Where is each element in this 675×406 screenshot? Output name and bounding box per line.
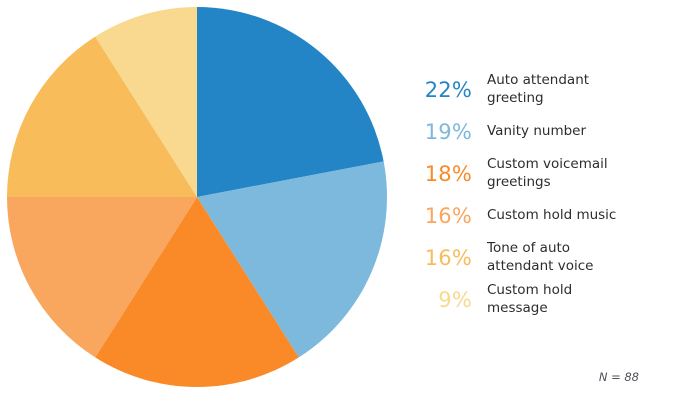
pie-slice-2: [95, 197, 299, 387]
legend-item: 19% Vanity number: [420, 111, 668, 153]
pie-chart: [7, 7, 387, 387]
pie-slice-3: [7, 197, 197, 358]
pie-slice-0: [197, 7, 384, 197]
pie-slice-1: [197, 161, 387, 358]
legend-item: 22% Auto attendant greeting: [420, 69, 668, 111]
legend-item: 16% Custom hold music: [420, 195, 668, 237]
legend-percent: 16%: [424, 246, 472, 270]
pie-slice-5: [95, 7, 197, 197]
legend-label: Vanity number: [487, 123, 587, 140]
legend-label: Custom hold music: [487, 207, 617, 224]
legend-percent: 16%: [424, 204, 472, 228]
legend-percent: 18%: [424, 162, 472, 186]
legend-percent: 9%: [438, 288, 472, 312]
sample-size-note: N = 88: [598, 370, 639, 384]
legend-item: 9% Custom hold message: [420, 279, 668, 321]
legend-label: Custom voicemail greetings: [487, 156, 608, 190]
pie-slice-4: [7, 36, 197, 197]
legend-label: Custom hold message: [487, 282, 573, 316]
legend: 22% Auto attendant greeting 19% Vanity numb…: [420, 69, 668, 321]
legend-item: 18% Custom voicemail greetings: [420, 153, 668, 195]
legend-label: Auto attendant greeting: [487, 72, 590, 106]
legend-item: 16% Tone of auto attendant voice: [420, 237, 668, 279]
legend-label: Tone of auto attendant voice: [487, 240, 594, 274]
legend-percent: 22%: [424, 78, 472, 102]
legend-percent: 19%: [424, 120, 472, 144]
